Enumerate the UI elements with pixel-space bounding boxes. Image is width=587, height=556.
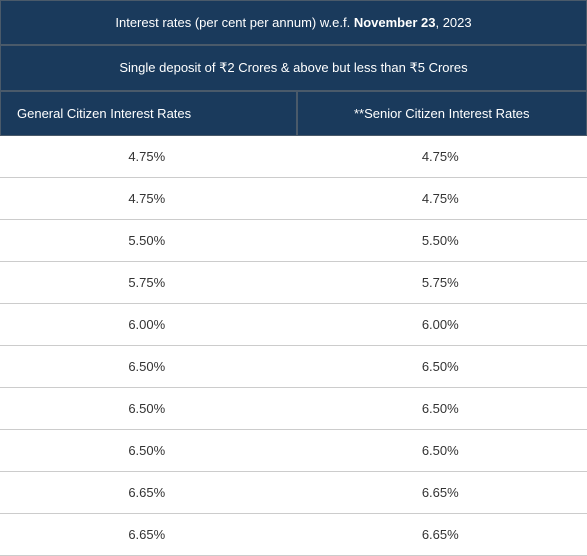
general-column-header: General Citizen Interest Rates xyxy=(0,91,297,136)
senior-rate-cell: 6.65% xyxy=(294,514,587,556)
senior-rate-cell: 5.50% xyxy=(294,220,587,262)
general-rate-cell: 6.50% xyxy=(0,346,294,388)
general-rate-cell: 4.75% xyxy=(0,136,294,178)
table-row: 6.50%6.50% xyxy=(0,346,587,388)
senior-rate-cell: 6.50% xyxy=(294,430,587,472)
header-date: November 23 xyxy=(354,15,436,30)
general-rate-cell: 4.75% xyxy=(0,178,294,220)
general-rate-cell: 5.75% xyxy=(0,262,294,304)
rows-container: 4.75%4.75%4.75%4.75%5.50%5.50%5.75%5.75%… xyxy=(0,136,587,556)
main-header: Interest rates (per cent per annum) w.e.… xyxy=(0,0,587,45)
senior-column-header: **Senior Citizen Interest Rates xyxy=(297,91,587,136)
general-rate-cell: 6.00% xyxy=(0,304,294,346)
general-rate-cell: 6.65% xyxy=(0,514,294,556)
senior-rate-cell: 6.65% xyxy=(294,472,587,514)
table-row: 4.75%4.75% xyxy=(0,178,587,220)
senior-rate-cell: 6.50% xyxy=(294,346,587,388)
column-headers-row: General Citizen Interest Rates **Senior … xyxy=(0,91,587,136)
senior-rate-cell: 5.75% xyxy=(294,262,587,304)
general-rate-cell: 6.65% xyxy=(0,472,294,514)
rates-table: Interest rates (per cent per annum) w.e.… xyxy=(0,0,587,556)
senior-rate-cell: 4.75% xyxy=(294,136,587,178)
table-row: 6.50%6.50% xyxy=(0,388,587,430)
senior-rate-cell: 6.00% xyxy=(294,304,587,346)
header-prefix: Interest rates (per cent per annum) w.e.… xyxy=(115,15,353,30)
table-row: 6.65%6.65% xyxy=(0,472,587,514)
table-row: 6.50%6.50% xyxy=(0,430,587,472)
table-row: 5.50%5.50% xyxy=(0,220,587,262)
general-rate-cell: 6.50% xyxy=(0,430,294,472)
table-row: 5.75%5.75% xyxy=(0,262,587,304)
general-rate-cell: 6.50% xyxy=(0,388,294,430)
senior-rate-cell: 6.50% xyxy=(294,388,587,430)
sub-header: Single deposit of ₹2 Crores & above but … xyxy=(0,45,587,91)
header-suffix: , 2023 xyxy=(435,15,471,30)
subheader-text: Single deposit of ₹2 Crores & above but … xyxy=(119,60,467,75)
table-row: 4.75%4.75% xyxy=(0,136,587,178)
senior-rate-cell: 4.75% xyxy=(294,178,587,220)
table-row: 6.65%6.65% xyxy=(0,514,587,556)
table-row: 6.00%6.00% xyxy=(0,304,587,346)
general-rate-cell: 5.50% xyxy=(0,220,294,262)
